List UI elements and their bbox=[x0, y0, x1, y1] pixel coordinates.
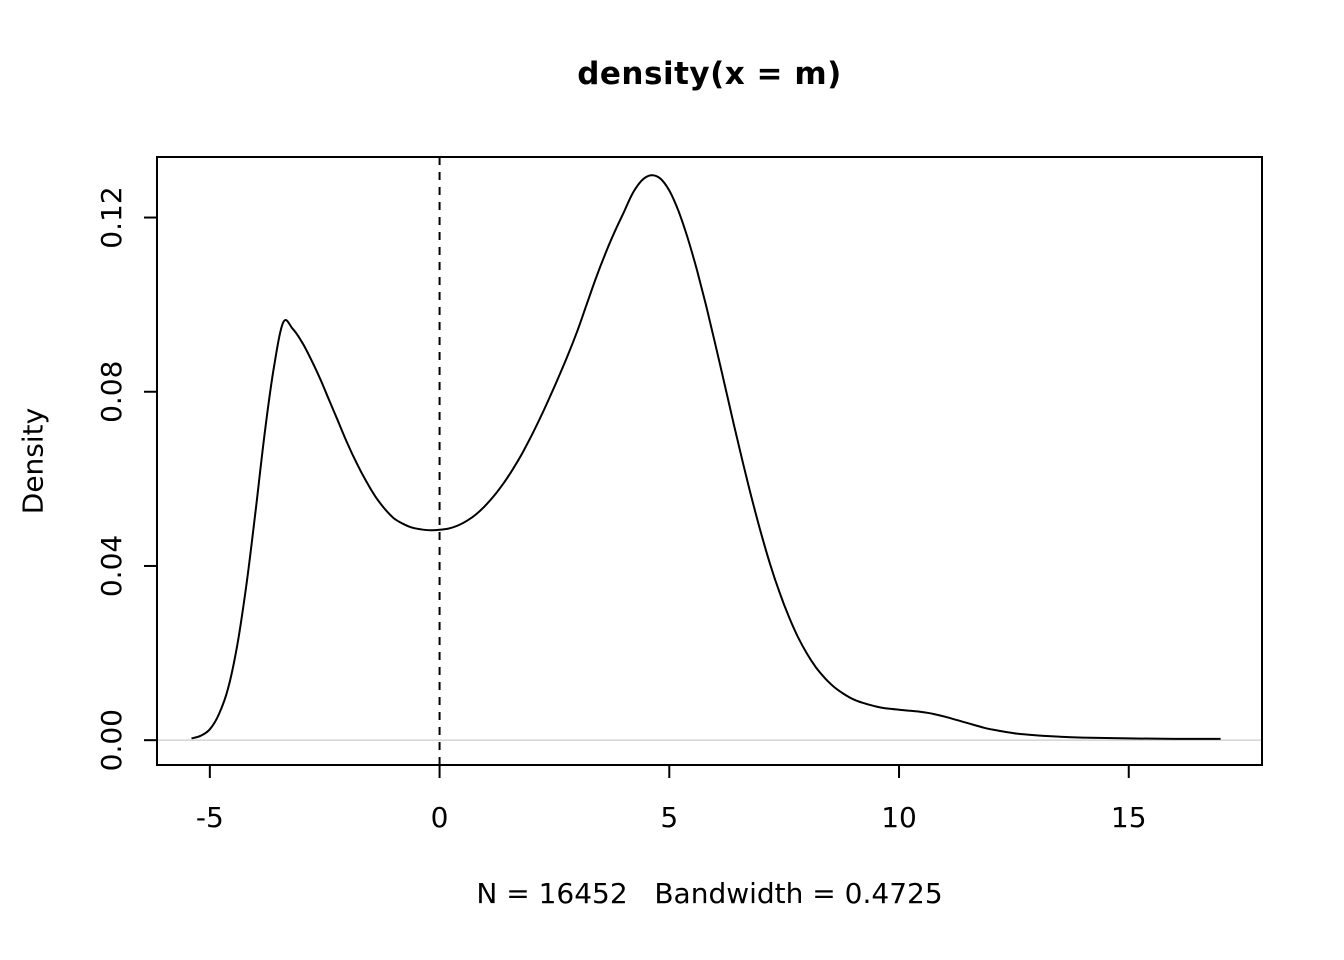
x-tick-label: 5 bbox=[660, 801, 678, 834]
x-axis-label: N = 16452 Bandwidth = 0.4725 bbox=[476, 877, 943, 910]
x-tick-label: 0 bbox=[431, 801, 449, 834]
density-curve bbox=[191, 174, 1221, 740]
y-tick-label: 0.08 bbox=[95, 361, 128, 423]
plot-border bbox=[156, 156, 1263, 766]
x-tick-label: 15 bbox=[1111, 801, 1147, 834]
y-tick-label: 0.04 bbox=[95, 535, 128, 597]
x-tick-label: 10 bbox=[881, 801, 917, 834]
chart-title: density(x = m) bbox=[577, 56, 842, 92]
y-tick-label: 0.12 bbox=[95, 186, 128, 248]
x-tick-label: -5 bbox=[196, 801, 224, 834]
y-tick-label: 0.00 bbox=[95, 709, 128, 771]
